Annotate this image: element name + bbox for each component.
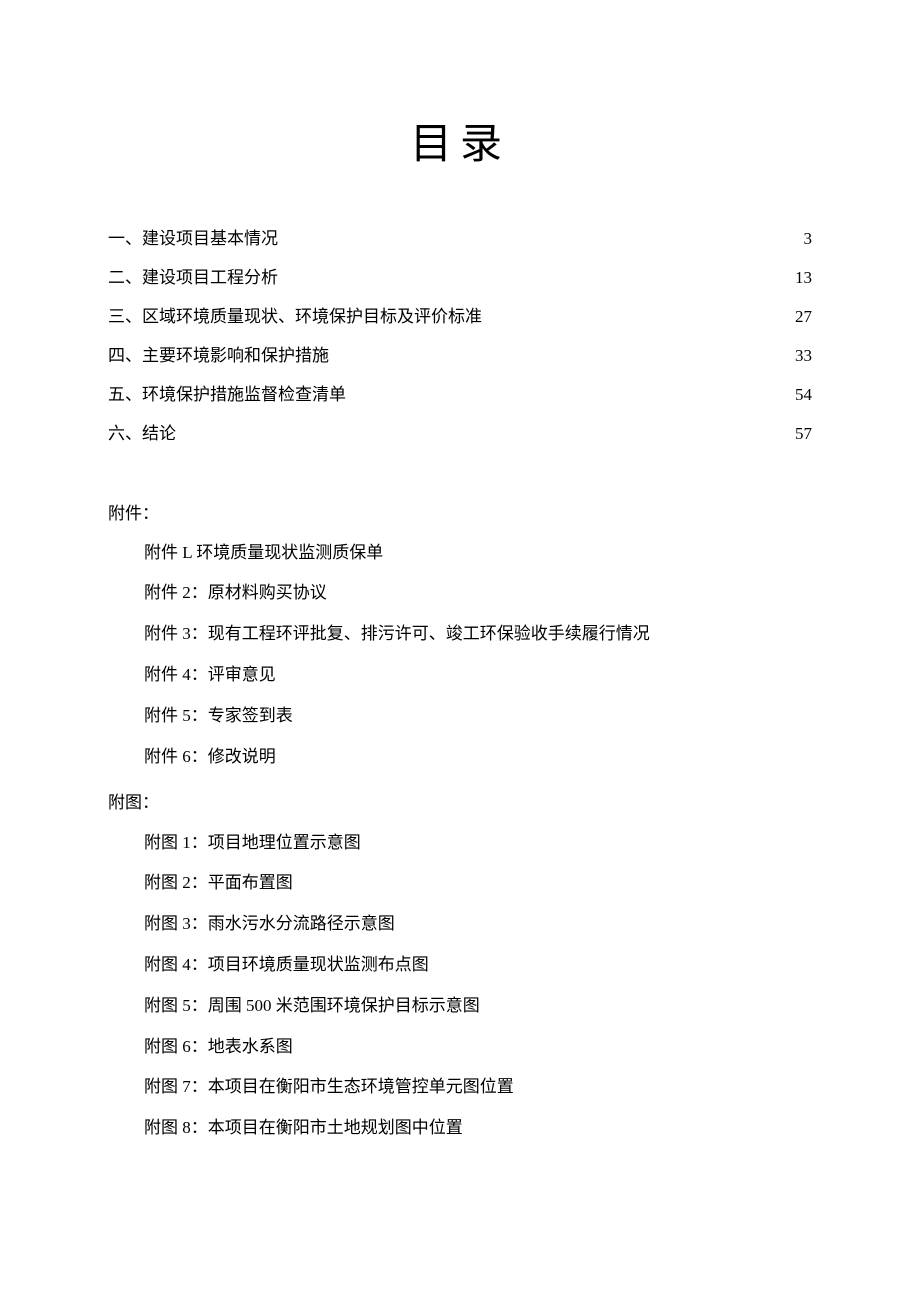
toc-dots (331, 344, 793, 361)
toc-dots (178, 422, 793, 439)
toc-entry: 三、区域环境质量现状、环境保护目标及评价标准 27 (108, 297, 812, 336)
attachment-item: 附件 6：修改说明 (144, 737, 812, 778)
toc-page: 3 (804, 219, 813, 258)
toc-label: 五、环境保护措施监督检查清单 (108, 375, 346, 414)
attachment-item: 附件 L 环境质量现状监测质保单 (144, 533, 812, 574)
toc-entry: 二、建设项目工程分析 13 (108, 258, 812, 297)
document-title: 目录 (108, 110, 812, 171)
toc-label: 四、主要环境影响和保护措施 (108, 336, 329, 375)
attachment-item: 附件 4：评审意见 (144, 655, 812, 696)
figures-heading: 附图： (108, 783, 812, 822)
toc-dots (280, 266, 793, 283)
figure-item: 附图 2：平面布置图 (144, 863, 812, 904)
table-of-contents: 一、建设项目基本情况 3 二、建设项目工程分析 13 三、区域环境质量现状、环境… (108, 219, 812, 454)
toc-entry: 五、环境保护措施监督检查清单 54 (108, 375, 812, 414)
toc-dots (280, 227, 802, 244)
figure-item: 附图 4：项目环境质量现状监测布点图 (144, 945, 812, 986)
toc-page: 57 (795, 414, 812, 453)
toc-label: 一、建设项目基本情况 (108, 219, 278, 258)
attachment-item: 附件 5：专家签到表 (144, 696, 812, 737)
toc-dots (348, 383, 793, 400)
figure-item: 附图 3：雨水污水分流路径示意图 (144, 904, 812, 945)
attachments-heading: 附件： (108, 494, 812, 533)
figure-item: 附图 7：本项目在衡阳市生态环境管控单元图位置 (144, 1067, 812, 1108)
attachment-item: 附件 2：原材料购买协议 (144, 573, 812, 614)
toc-page: 54 (795, 375, 812, 414)
figure-item: 附图 1：项目地理位置示意图 (144, 823, 812, 864)
figure-item: 附图 6：地表水系图 (144, 1027, 812, 1068)
toc-entry: 四、主要环境影响和保护措施 33 (108, 336, 812, 375)
toc-entry: 一、建设项目基本情况 3 (108, 219, 812, 258)
figure-item: 附图 5：周围 500 米范围环境保护目标示意图 (144, 986, 812, 1027)
toc-page: 13 (795, 258, 812, 297)
toc-page: 33 (795, 336, 812, 375)
toc-page: 27 (795, 297, 812, 336)
figure-item: 附图 8：本项目在衡阳市土地规划图中位置 (144, 1108, 812, 1149)
figures-list: 附图 1：项目地理位置示意图 附图 2：平面布置图 附图 3：雨水污水分流路径示… (108, 823, 812, 1149)
toc-label: 三、区域环境质量现状、环境保护目标及评价标准 (108, 297, 482, 336)
toc-dots (484, 305, 793, 322)
toc-label: 二、建设项目工程分析 (108, 258, 278, 297)
attachment-item: 附件 3：现有工程环评批复、排污许可、竣工环保验收手续履行情况 (144, 614, 812, 655)
toc-entry: 六、结论 57 (108, 414, 812, 453)
attachments-list: 附件 L 环境质量现状监测质保单 附件 2：原材料购买协议 附件 3：现有工程环… (108, 533, 812, 778)
toc-label: 六、结论 (108, 414, 176, 453)
